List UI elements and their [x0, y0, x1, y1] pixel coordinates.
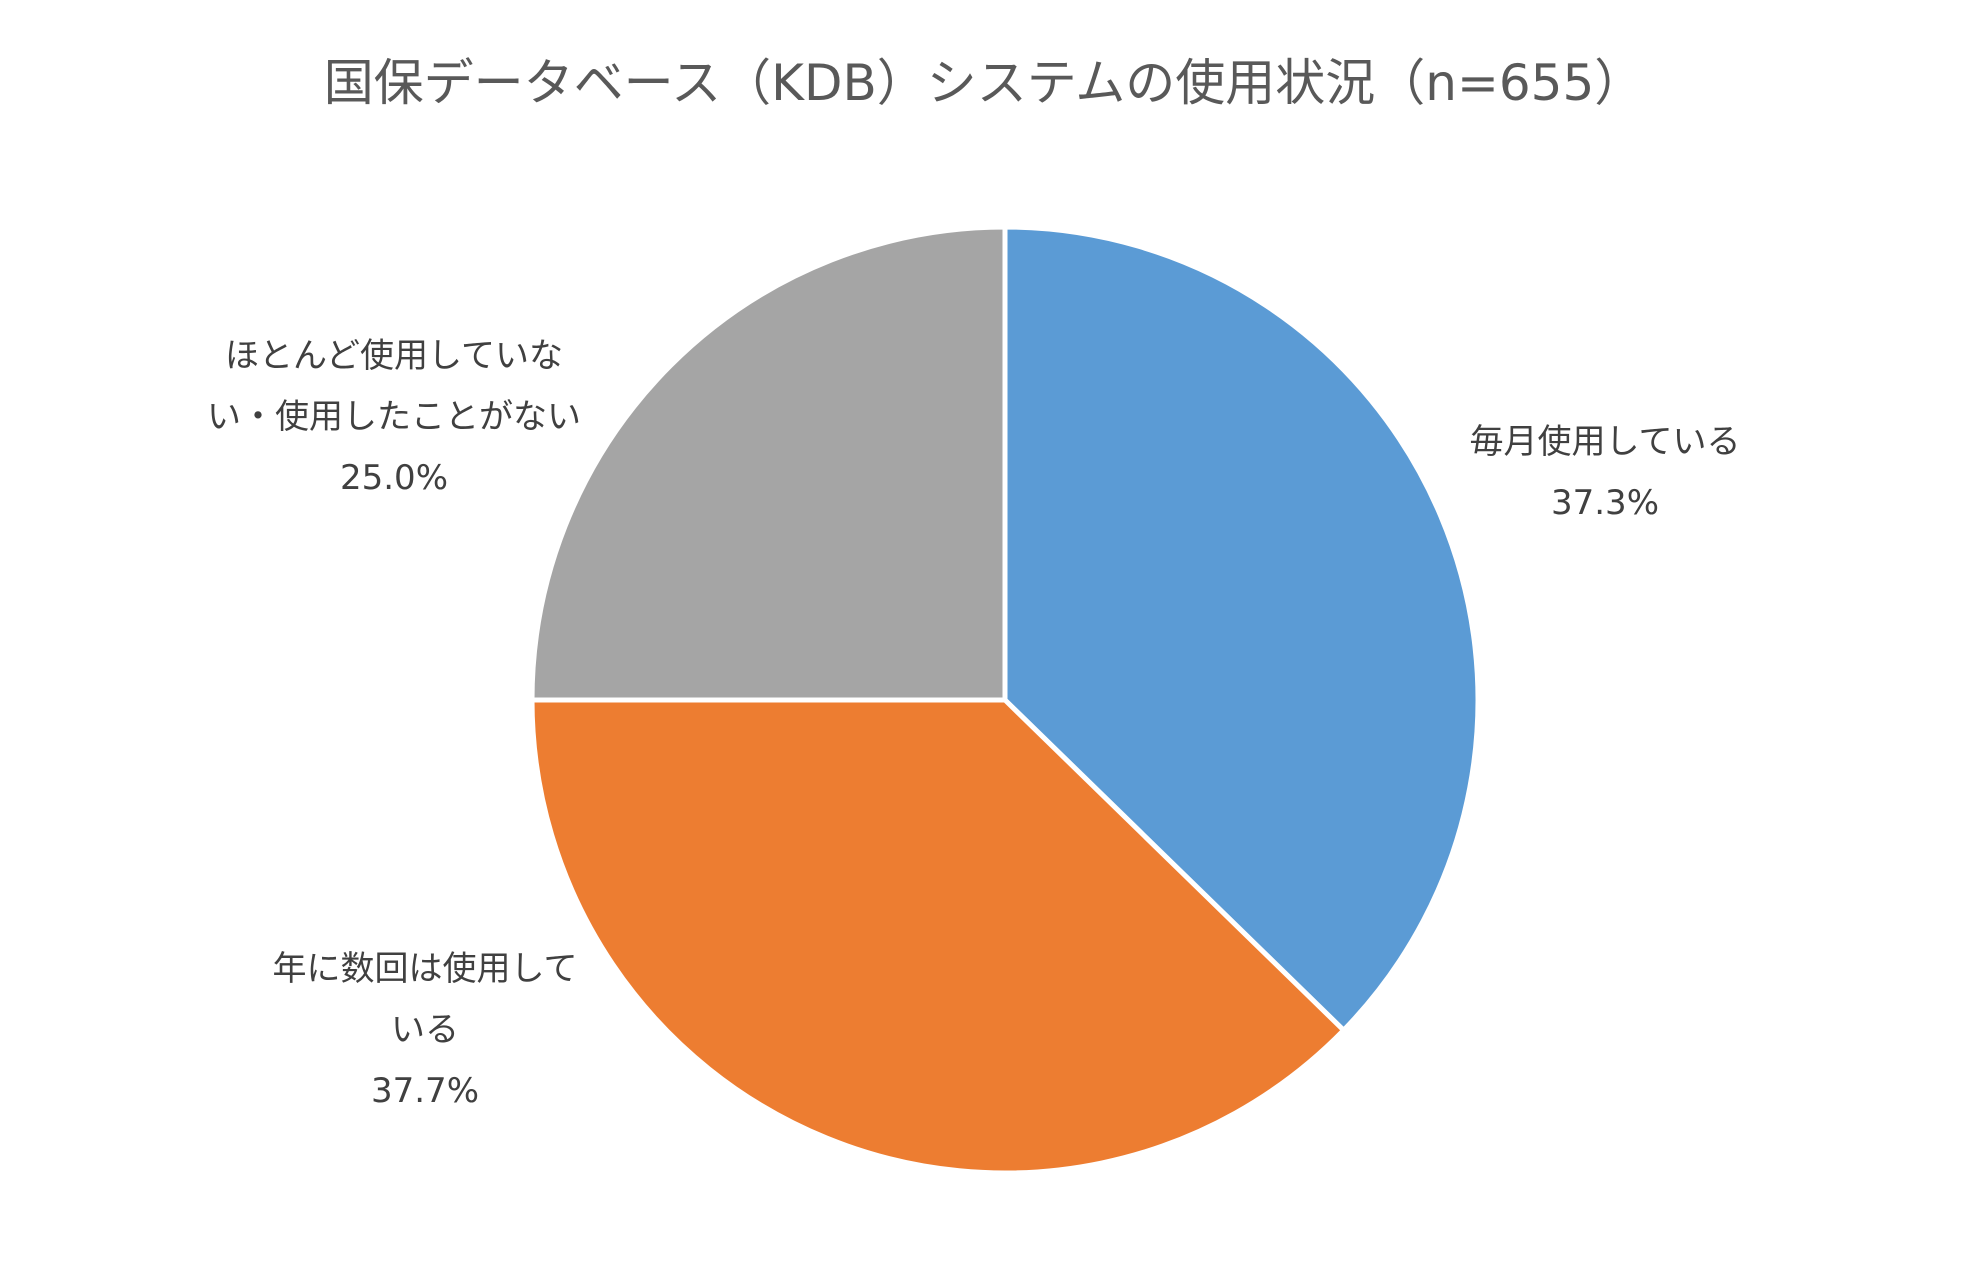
data-label-category-line: ほとんど使用していな	[225, 336, 563, 376]
data-label-category-line: いる	[391, 1010, 459, 1050]
chart-title: 国保データベース（KDB）システムの使用状況（n=655）	[324, 54, 1645, 112]
data-label-1: 毎月使用している 37.3%	[1470, 422, 1741, 523]
data-label-category-line: 年に数回は使用して	[273, 949, 578, 989]
data-label-category-line: 毎月使用している	[1470, 422, 1741, 462]
pie-slice-3	[529, 224, 1008, 703]
pie-slice-2	[529, 697, 1347, 1176]
data-label-category-line: い・使用したことがない	[207, 397, 581, 437]
data-label-value: 37.7%	[371, 1071, 479, 1111]
data-label-value: 25.0%	[340, 458, 448, 498]
pie-slices	[529, 224, 1481, 1176]
pie-slice-1	[1002, 224, 1481, 1033]
data-label-value: 37.3%	[1551, 483, 1659, 523]
